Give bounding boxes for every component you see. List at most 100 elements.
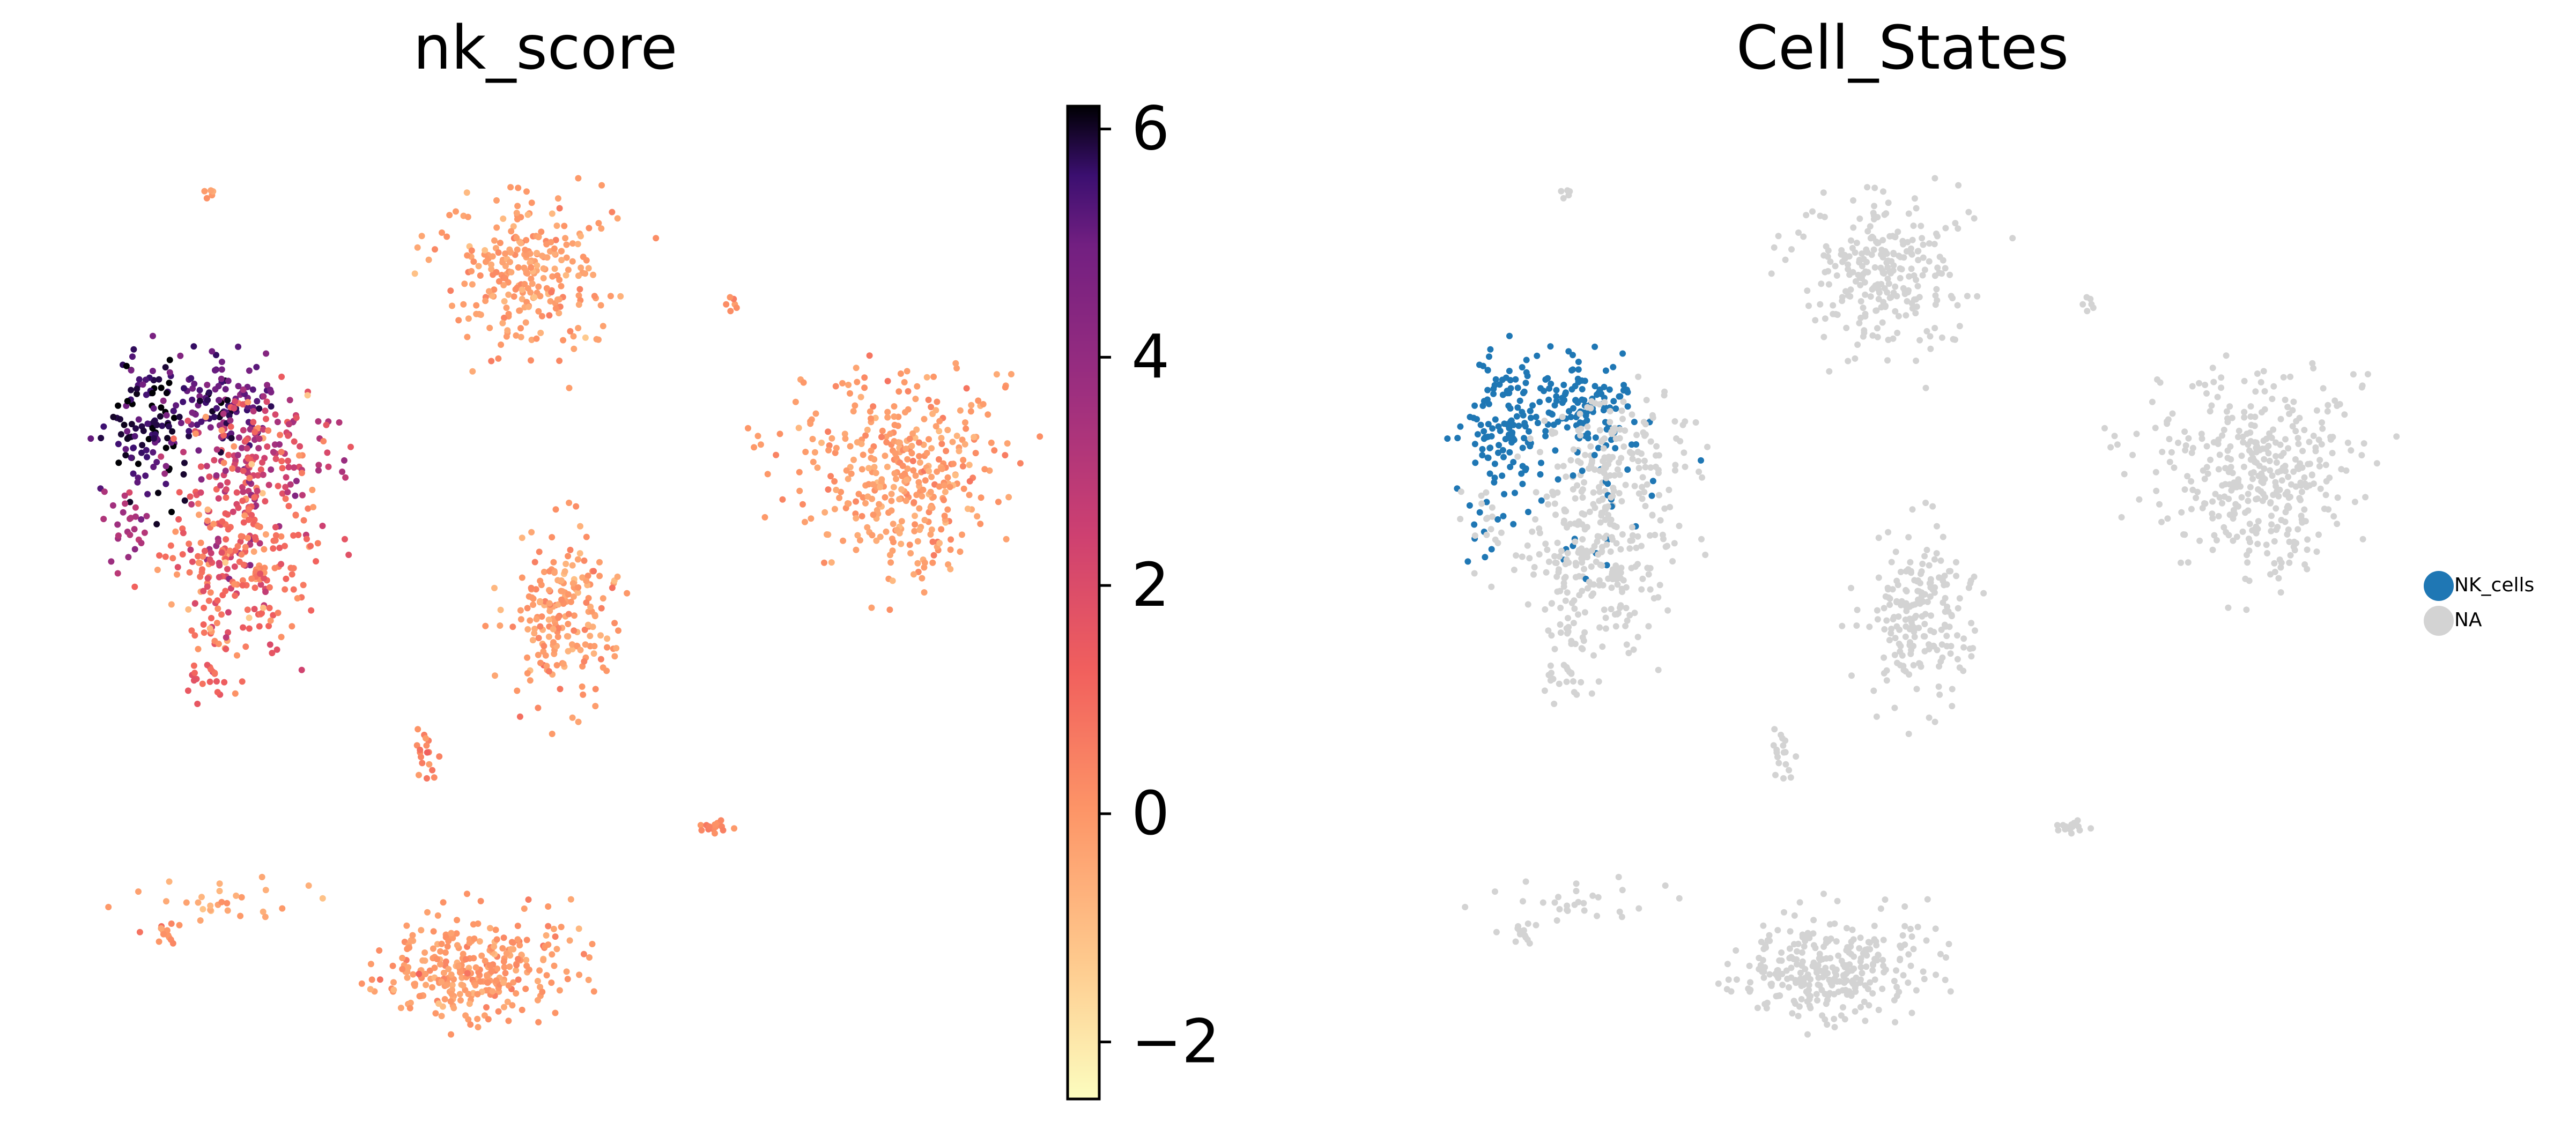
cell-point xyxy=(1931,241,1938,248)
cell-point xyxy=(1489,504,1496,511)
cell-point xyxy=(1478,500,1485,507)
cell-point xyxy=(211,413,218,420)
cell-point xyxy=(2255,518,2262,525)
cell-point xyxy=(1910,662,1917,669)
cell-point xyxy=(1676,895,1683,902)
cell-point xyxy=(201,604,208,611)
cell-point xyxy=(1786,945,1793,952)
cell-point xyxy=(1807,1005,1814,1012)
cell-point xyxy=(1498,529,1505,536)
cell-point xyxy=(267,641,273,648)
cell-point xyxy=(2316,457,2323,464)
cell-point xyxy=(1874,607,1881,614)
cell-point xyxy=(579,663,586,670)
cell-point xyxy=(1572,641,1579,648)
cell-point xyxy=(1804,287,1811,294)
cell-point xyxy=(598,225,605,232)
cell-point xyxy=(455,317,462,324)
cell-point xyxy=(580,691,587,698)
cell-point xyxy=(549,210,556,217)
cell-point xyxy=(1756,965,1763,972)
cell-point xyxy=(218,549,225,556)
cell-point xyxy=(2189,444,2196,451)
cell-point xyxy=(842,435,849,442)
cell-point xyxy=(546,586,553,593)
cell-point xyxy=(561,568,568,575)
cell-point xyxy=(1859,970,1866,977)
cell-point xyxy=(549,951,556,958)
cell-point xyxy=(264,382,271,389)
cell-point xyxy=(2301,427,2308,434)
cell-point xyxy=(510,979,517,986)
cell-point xyxy=(2277,564,2284,571)
cell-point xyxy=(573,503,580,510)
cell-point xyxy=(2334,521,2341,528)
cell-point xyxy=(1526,428,1533,435)
cell-point xyxy=(174,571,180,578)
cell-point xyxy=(1526,555,1533,562)
cell-point xyxy=(2246,577,2253,584)
cell-point xyxy=(376,947,383,954)
cell-point xyxy=(2304,566,2311,573)
cell-point xyxy=(1924,896,1931,903)
cell-point xyxy=(240,427,247,434)
cell-point xyxy=(1760,974,1767,981)
cell-point xyxy=(135,416,142,423)
cell-point xyxy=(1512,489,1518,496)
cell-point xyxy=(2223,352,2230,359)
cell-point xyxy=(1552,447,1559,454)
cell-point xyxy=(514,936,521,943)
cell-point xyxy=(1901,923,1908,930)
cell-point xyxy=(558,596,565,603)
cell-point xyxy=(2364,371,2371,377)
cell-point xyxy=(347,443,354,450)
cell-point xyxy=(163,390,170,397)
cell-point xyxy=(2263,435,2270,442)
cell-point xyxy=(2289,423,2296,430)
cell-point xyxy=(230,508,236,515)
cell-point xyxy=(796,469,803,476)
cell-point xyxy=(892,450,899,457)
cell-point xyxy=(1936,691,1943,698)
cell-point xyxy=(1844,925,1850,932)
cell-point xyxy=(883,528,890,535)
cell-point xyxy=(389,962,396,969)
cell-point xyxy=(569,714,576,721)
cell-point xyxy=(239,577,246,584)
cell-point xyxy=(1904,298,1911,304)
cell-point xyxy=(575,292,582,299)
cell-point xyxy=(1676,523,1683,529)
cell-point xyxy=(513,990,520,997)
cell-point xyxy=(1926,258,1933,265)
cell-point xyxy=(304,536,310,543)
cell-point xyxy=(477,311,484,318)
cell-point xyxy=(275,482,282,489)
cell-point xyxy=(1864,946,1871,953)
cell-point xyxy=(1856,216,1863,222)
cell-point xyxy=(184,687,191,694)
cell-point xyxy=(2331,397,2338,404)
cell-point xyxy=(162,364,169,371)
cell-point xyxy=(189,409,196,416)
cell-point xyxy=(516,307,523,314)
cell-point xyxy=(1780,775,1787,782)
cell-point xyxy=(1795,940,1802,947)
cell-point xyxy=(901,379,908,385)
cell-point xyxy=(1900,285,1907,292)
cell-point xyxy=(1843,324,1850,331)
cell-point xyxy=(195,447,202,454)
cell-point xyxy=(231,581,238,588)
cell-point xyxy=(1809,208,1816,215)
cell-point xyxy=(1567,413,1574,420)
cell-point xyxy=(538,228,545,235)
cell-point xyxy=(1524,542,1531,549)
cell-point xyxy=(571,627,578,634)
cell-point xyxy=(194,701,201,707)
cell-point xyxy=(1943,633,1950,640)
cell-point xyxy=(1864,184,1871,191)
cell-point xyxy=(426,967,433,974)
cell-point xyxy=(1518,470,1525,477)
cell-point xyxy=(1810,930,1817,937)
colorbar-tick-label: 6 xyxy=(1131,94,1169,164)
cell-point xyxy=(556,987,563,994)
